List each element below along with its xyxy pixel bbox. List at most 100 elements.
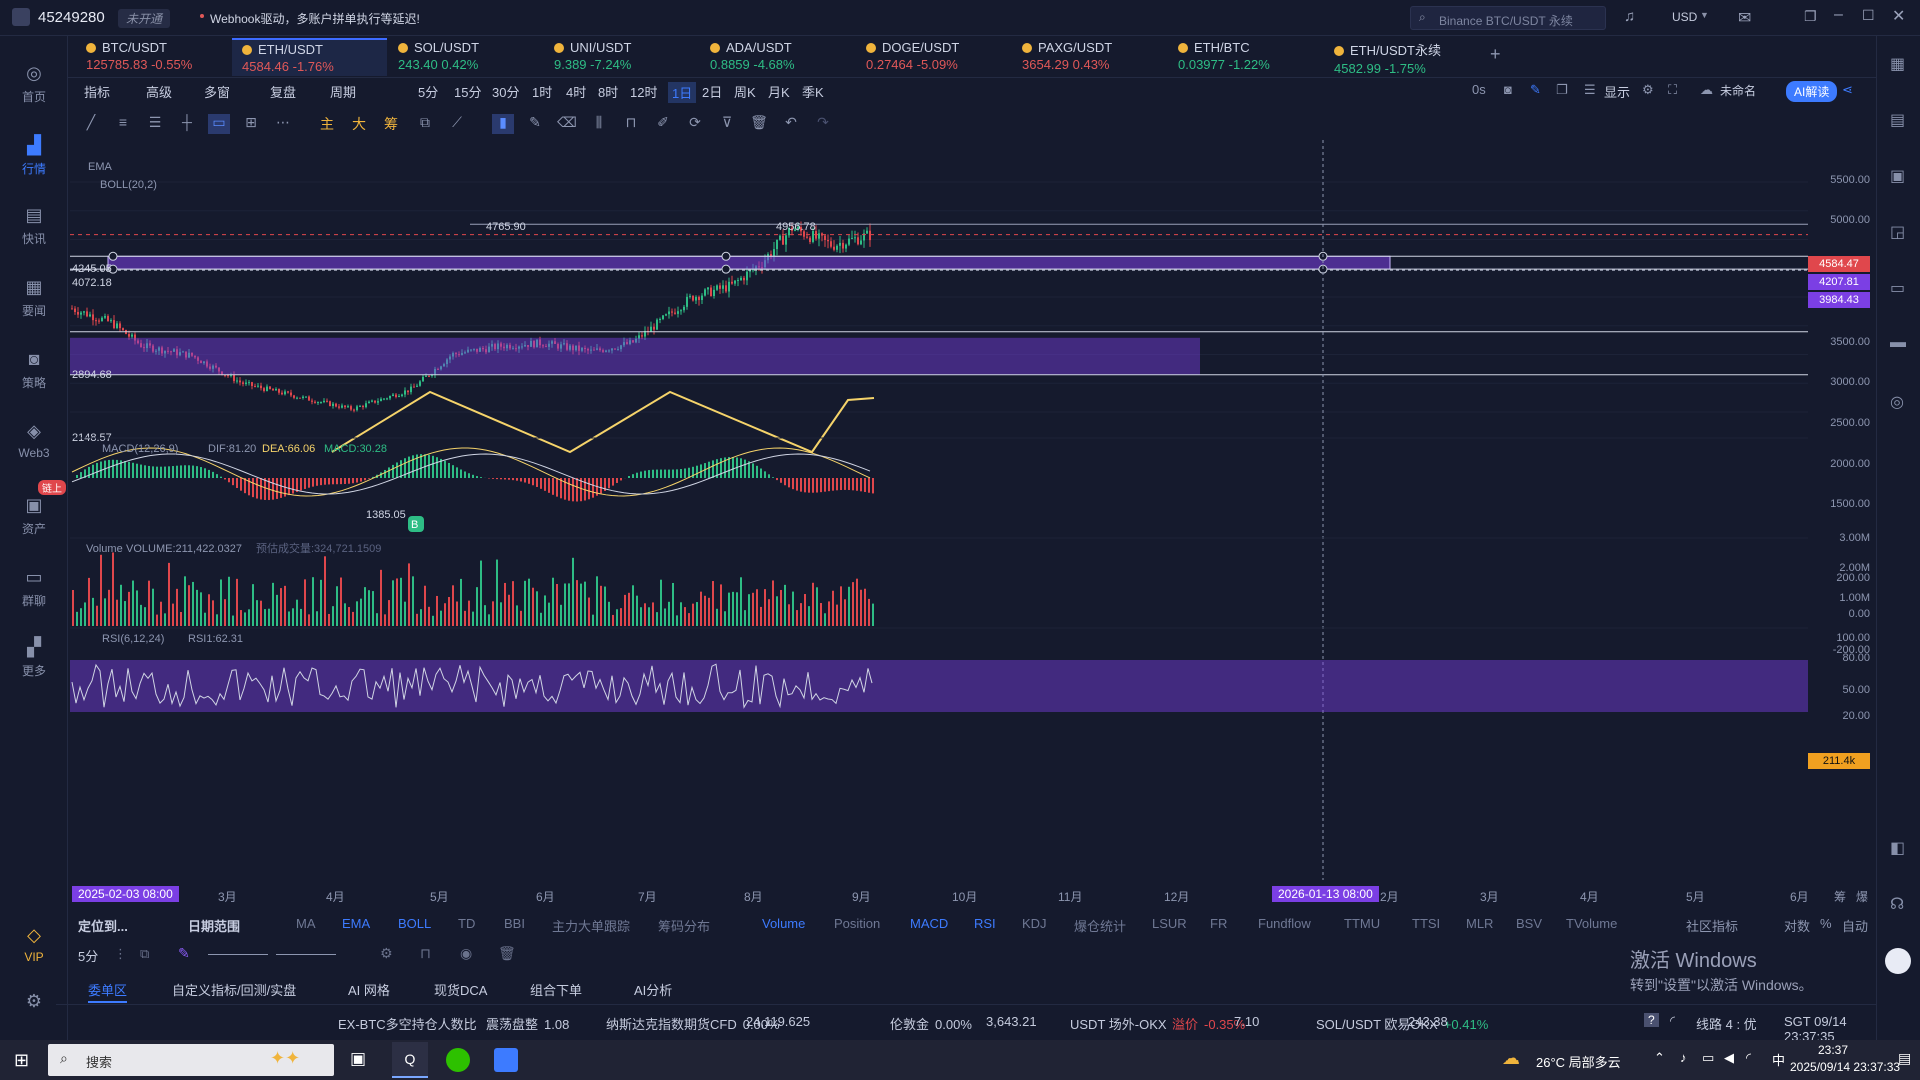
line-status[interactable]: 线路 4 : 优 (1696, 1017, 1757, 1032)
sub-indicator-tab[interactable]: Volume (762, 916, 806, 931)
ticker-tab[interactable]: ETH/USDT永续 4582.99 -1.75% (1324, 38, 1479, 76)
lock-icon[interactable]: ⊓ (625, 114, 637, 130)
app-wechat-icon[interactable] (446, 1048, 470, 1072)
ticker-tab[interactable]: ETH/BTC 0.03977 -1.22% (1168, 38, 1323, 76)
nav-strategy[interactable]: ◙ 策略 (21, 349, 46, 390)
assistant-icon[interactable] (1885, 948, 1911, 974)
toolbar-item[interactable]: 复盘 (270, 85, 297, 100)
horizontal-lines-icon[interactable]: ☰ (148, 114, 162, 130)
ticker-tab[interactable]: SOL/USDT 243.40 0.42% (388, 38, 543, 76)
currency-select[interactable]: USD (1672, 10, 1698, 24)
status-item[interactable]: 24,119.625 (746, 1014, 811, 1029)
status-badge[interactable]: 未开通 (118, 9, 171, 28)
sub-indicator-tab[interactable]: TVolume (1566, 916, 1618, 931)
line-width-select[interactable] (276, 954, 336, 955)
close-icon[interactable]: ✕ (1892, 8, 1906, 25)
measure-icon[interactable]: ⟋ (452, 114, 462, 130)
sub-indicator-tab[interactable]: KDJ (1022, 916, 1047, 931)
drag-handle[interactable] (108, 251, 118, 261)
maximize-icon[interactable]: ☐ (1862, 7, 1875, 23)
ai-interpret-button[interactable]: AI解读 (1786, 81, 1838, 102)
bell-icon[interactable]: ♫ (1624, 8, 1636, 25)
chip-button[interactable]: 筹 (384, 116, 398, 132)
ticker-tab[interactable]: BTC/USDT 125785.83 -0.55% (76, 38, 231, 76)
parallel-lines-icon[interactable]: ≡ (118, 114, 128, 130)
indicator-tab[interactable]: 主力大单跟踪 (552, 919, 631, 934)
nav-home[interactable]: ◎ 首页 (21, 63, 46, 104)
status-item[interactable]: 伦敦金 0.00% (890, 1017, 972, 1032)
taskbar-search[interactable]: ⌕ 搜索 ✦✦ (48, 1044, 334, 1076)
weather-text[interactable]: 26°C 局部多云 (1536, 1055, 1621, 1070)
nav-vip[interactable]: ◇ VIP (24, 925, 44, 964)
ruler-icon[interactable]: ⊞ (245, 114, 257, 130)
user-icon[interactable] (12, 8, 30, 26)
list-icon[interactable]: ☰ (1584, 82, 1596, 97)
indicator-tab[interactable]: 筹码分布 (658, 919, 711, 934)
ticker-tab[interactable]: UNI/USDT 9.389 -7.24% (544, 38, 699, 76)
sub-indicator-tab[interactable]: MLR (1466, 916, 1494, 931)
sub-indicator-tab[interactable]: Fundflow (1258, 916, 1311, 931)
eraser-icon[interactable]: ⌫ (557, 114, 577, 130)
notice-text[interactable]: Webhook驱动，多账户拼单执行等延迟! (210, 12, 420, 26)
trash-icon[interactable]: 🗑 (750, 114, 768, 130)
redo-icon[interactable]: ↷ (817, 114, 829, 130)
bottom-tab[interactable]: AI 网格 (348, 983, 390, 998)
sub-indicator-tab[interactable]: TTSI (1412, 916, 1441, 931)
fullscreen-icon[interactable]: ⛶ (1668, 82, 1678, 97)
main-force-button[interactable]: 主 (320, 116, 334, 132)
mic-icon[interactable]: ♪ (1680, 1050, 1687, 1065)
indicator-tab[interactable]: BOLL (398, 916, 432, 931)
task-view-icon[interactable]: ▣ (350, 1049, 367, 1068)
toolbar-item[interactable]: 1日 (668, 82, 697, 103)
more-dots-icon[interactable]: ⋯ (276, 114, 290, 130)
magnet-icon[interactable]: ⟳ (689, 114, 701, 130)
display-button[interactable]: 显示 (1604, 85, 1631, 100)
nav-headlines[interactable]: ▦ 要闻 (21, 277, 46, 318)
resistance-zone[interactable] (107, 255, 1391, 270)
toolbar-item[interactable]: 多窗 (204, 85, 231, 100)
drag-handle-icon[interactable]: ⋮ (114, 946, 127, 961)
ticker-tab[interactable]: ETH/USDT 4584.46 -1.76% (232, 38, 387, 76)
status-item[interactable]: SOL/USDT 欧易OKX +0.41% (1316, 1017, 1489, 1032)
clone-icon[interactable]: ⧉ (140, 946, 150, 961)
date-range-button[interactable]: 日期范围 (188, 919, 241, 934)
burst-label[interactable]: 爆 (1856, 890, 1869, 904)
status-item[interactable]: 震荡盘整 1.08 (486, 1017, 570, 1032)
axis-option[interactable]: 对数 (1784, 919, 1811, 934)
sub-indicator-tab[interactable]: LSUR (1152, 916, 1187, 931)
sub-indicator-tab[interactable]: RSI (974, 916, 996, 931)
sub-indicator-tab[interactable]: BSV (1516, 916, 1543, 931)
ticker-tab[interactable]: PAXG/USDT 3654.29 0.43% (1012, 38, 1167, 76)
status-item[interactable]: 243.38 (1408, 1014, 1448, 1029)
ticker-tab[interactable]: ADA/USDT 0.8859 -4.68% (700, 38, 855, 76)
sub-indicator-tab[interactable]: Position (834, 916, 881, 931)
line-style-select[interactable] (208, 954, 268, 955)
toolbar-item[interactable]: 季K (802, 85, 824, 100)
toolbar-item[interactable]: 4时 (566, 85, 587, 100)
layout-icon[interactable]: ▦ (1890, 56, 1906, 73)
filter-icon[interactable]: ⊽ (721, 114, 733, 130)
pencil-icon[interactable]: ✎ (529, 114, 541, 130)
status-item[interactable]: 溢价 -0.35% (1172, 1017, 1246, 1032)
toolbar-item[interactable]: 指标 (84, 85, 111, 100)
volume-icon[interactable]: ◀ (1724, 1050, 1734, 1065)
ticket-icon[interactable]: ▬ (1890, 334, 1906, 351)
settings-icon[interactable]: ⚙ (1642, 82, 1654, 97)
note-icon[interactable]: ✐ (657, 114, 669, 130)
bottom-tab[interactable]: 自定义指标/回测/实盘 (172, 983, 297, 998)
orderbook-icon[interactable]: ▤ (1890, 112, 1906, 129)
toolbar-item[interactable]: 8时 (598, 85, 619, 100)
edit-icon[interactable]: ✎ (1530, 82, 1541, 97)
windows-start-icon[interactable]: ⊞ (14, 1050, 30, 1070)
bottom-tab[interactable]: AI分析 (634, 983, 673, 998)
layout-name[interactable]: 未命名 (1720, 84, 1757, 98)
toolbar-item[interactable]: 月K (768, 85, 790, 100)
toolbar-item[interactable]: 高级 (146, 85, 173, 100)
trade-icon[interactable]: ▣ (1890, 168, 1906, 185)
add-tab-icon[interactable]: + (1490, 44, 1501, 64)
toolbar-item[interactable]: 30分 (492, 85, 520, 100)
sub-indicator-tab[interactable]: TTMU (1344, 916, 1381, 931)
copy-icon[interactable]: ⧉ (420, 114, 430, 130)
search-box[interactable]: ⌕ Binance BTC/USDT 永续 (1410, 6, 1606, 30)
toolbar-item[interactable]: 2日 (702, 85, 723, 100)
